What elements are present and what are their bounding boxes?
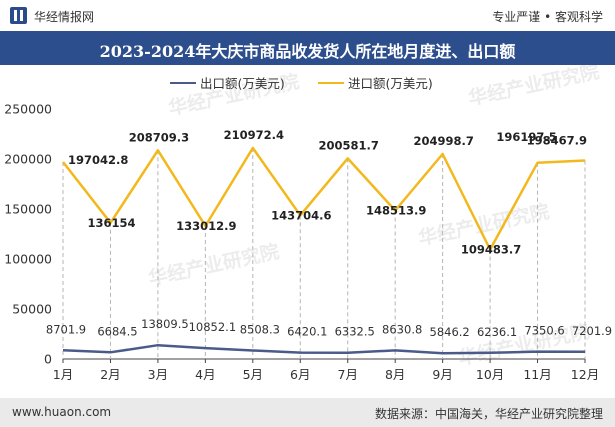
footer: www.huaon.com 数据来源：中国海关，华经产业研究院整理 [0,398,615,427]
export-data-label: 8701.9 [46,322,86,336]
slogan: 专业严谨 • 客观科学 [492,10,603,24]
x-tick-label: 10月 [476,367,504,382]
brand-name[interactable]: 华经情报网 [34,10,95,24]
x-tick-label: 5月 [243,367,263,382]
x-tick-label: 11月 [523,367,551,382]
x-tick-label: 4月 [195,367,215,382]
x-tick-label: 6月 [290,367,310,382]
export-data-label: 5846.2 [430,325,470,339]
export-data-label: 6236.1 [477,325,517,339]
import-data-label: 200581.7 [319,138,379,152]
x-tick-label: 12月 [571,367,599,382]
x-tick-label: 1月 [53,367,73,382]
export-data-label: 7201.9 [572,324,612,338]
export-data-label: 8508.3 [240,322,280,336]
logo-icon [10,7,27,24]
y-tick-label: 50000 [12,302,52,317]
import-data-label: 109483.7 [461,243,521,257]
data-source: 数据来源：中国海关，华经产业研究院整理 [374,407,603,421]
y-tick-label: 0 [44,352,52,367]
import-data-label: 143704.6 [271,208,331,222]
x-axis: 1月 2月 3月 4月 5月 6月 7月 8月 9月 10月 11月 12月 [53,358,599,382]
top-bar: 华经情报网 专业严谨 • 客观科学 [0,0,615,30]
x-tick-label: 7月 [338,367,358,382]
series-lines [62,146,586,355]
x-tick-label: 9月 [432,367,452,382]
import-data-label: 133012.9 [176,219,236,233]
import-data-label: 136154 [87,216,135,230]
series-line-2 [62,146,586,251]
import-data-label: 197042.8 [68,153,128,167]
x-tick-label: 3月 [148,367,168,382]
import-data-label: 198467.9 [527,134,587,148]
export-data-label: 13809.5 [141,317,189,331]
data-labels: 8701.9 6684.5 13809.5 10852.1 8508.3 6420.1 63… [46,128,612,339]
legend-label-1: 出口额(万美元) [200,76,285,91]
series-line-1 [62,343,586,355]
x-tick-label: 8月 [385,367,405,382]
chart-legend: 出口额(万美元) 进口额(万美元) [170,76,433,91]
export-data-label: 10852.1 [189,320,237,334]
import-data-label: 148513.9 [366,203,426,217]
import-data-label: 204998.7 [413,134,473,148]
y-tick-label: 100000 [4,252,52,267]
x-tick-label: 2月 [100,367,120,382]
export-data-label: 6684.5 [97,324,137,338]
website-link[interactable]: www.huaon.com [12,405,112,419]
export-data-label: 6332.5 [335,325,375,339]
y-tick-label: 150000 [4,202,52,217]
import-data-label: 196197.5 [496,130,556,144]
y-tick-label: 250000 [4,102,52,117]
watermark-text: 华经产业研究院 [466,65,601,110]
drop-lines [62,148,586,359]
y-tick-label: 200000 [4,152,52,167]
export-data-label: 7350.6 [524,324,564,338]
y-axis: 0 50000 100000 150000 200000 250000 [4,102,52,367]
watermark-text: 华经产业研究院 [146,240,281,290]
import-data-label: 208709.3 [129,130,189,144]
export-data-label: 8630.8 [382,322,422,336]
legend-label-2: 进口额(万美元) [348,76,433,91]
chart-title: 2023-2024年大庆市商品收发货人所在地月度进、出口额 [99,42,516,61]
export-data-label: 6420.1 [287,325,327,339]
import-data-label: 210972.4 [224,128,284,142]
title-bar: 2023-2024年大庆市商品收发货人所在地月度进、出口额 [0,31,615,65]
